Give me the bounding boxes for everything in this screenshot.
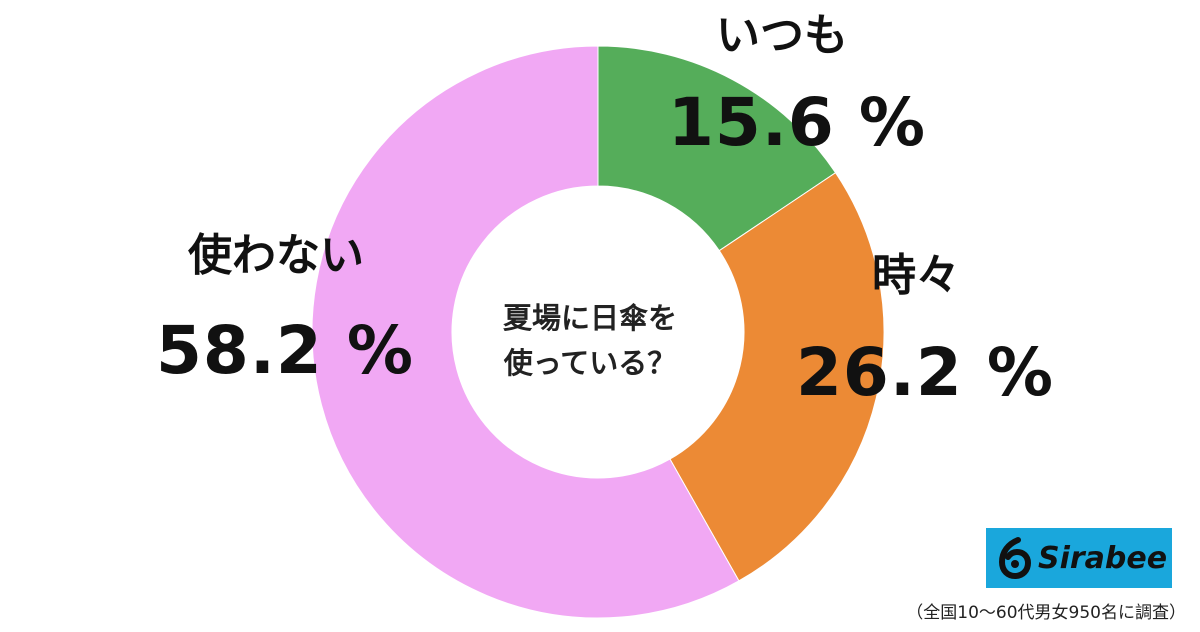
slice-label-sometimes: 時々 [872, 250, 960, 301]
slice-value-sometimes: 26.2 % [796, 334, 1054, 411]
slice-label-always: いつも [716, 10, 848, 61]
slice-value-always: 15.6 % [668, 84, 926, 161]
chart-title-line-2: 使っている？ [503, 345, 677, 380]
logo-text: Sirabee [1038, 540, 1168, 576]
slice-sometimes [669, 172, 885, 582]
sirabee-logo: Sirabee [986, 528, 1172, 588]
chart-title-line-1: 夏場に日傘を [502, 301, 677, 335]
slice-always [597, 45, 837, 252]
chart-title: 夏場に日傘を 使っている？ [460, 296, 720, 386]
sirabee-mark-icon [998, 537, 1032, 580]
slice-value-never: 58.2 % [156, 312, 414, 389]
donut-slices [311, 45, 885, 619]
slice-label-never: 使わない [188, 230, 364, 281]
slice-never [311, 45, 740, 619]
survey-source-note: （全国10〜60代男女950名に調査） [906, 603, 1186, 623]
